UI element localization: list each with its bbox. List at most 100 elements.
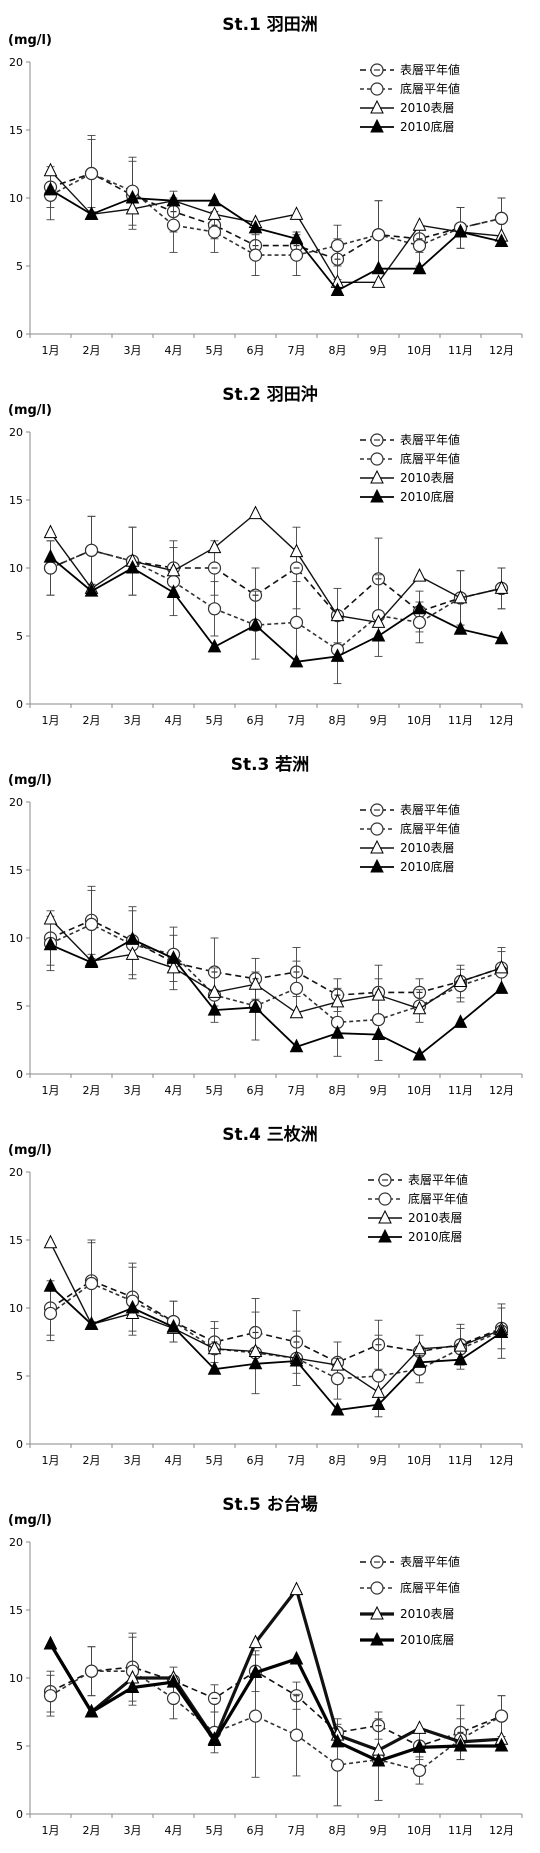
marker-circle	[371, 228, 386, 242]
marker-triangle-filled	[207, 1001, 222, 1016]
legend-label: 2010表層	[400, 1607, 455, 1621]
x-tick-label: 7月	[288, 1454, 306, 1467]
legend-label: 底層平年値	[408, 1191, 468, 1206]
x-tick-label: 8月	[329, 1454, 347, 1467]
series-4	[43, 931, 509, 1061]
marker-triangle-filled	[370, 488, 384, 503]
legend-label: 表層平年値	[400, 802, 460, 817]
marker-triangle-open	[494, 580, 509, 594]
marker-triangle-open	[453, 1337, 468, 1352]
legend-label: 底層平年値	[400, 821, 460, 836]
series-4	[43, 1278, 509, 1416]
x-tick-label: 12月	[489, 1454, 514, 1467]
marker-circle	[166, 218, 181, 232]
chart-3: St.3 若洲 (mg/l) 0 5 10 15 20 1月 2月 3月 4月 5月 6月 7月 8月 9月 1…	[8, 754, 523, 1097]
x-tick-label: 1月	[42, 714, 60, 727]
marker-triangle-filled	[84, 1703, 99, 1718]
marker-triangle-open	[248, 505, 263, 520]
x-tick-label: 1月	[42, 1454, 60, 1467]
marker-triangle-open	[166, 959, 181, 974]
legend-label: 2010底層	[408, 1229, 463, 1244]
legend-label: 2010表層	[400, 101, 455, 115]
x-tick-label: 7月	[288, 1084, 306, 1097]
marker-circle	[84, 1664, 99, 1678]
marker-triangle-open	[43, 1234, 58, 1249]
series-2	[43, 1636, 509, 1807]
x-tick-label: 4月	[165, 344, 183, 357]
x-tick-label: 12月	[489, 344, 514, 357]
series-line	[49, 1285, 502, 1411]
marker-circle	[289, 248, 304, 262]
x-tick-label: 3月	[124, 344, 142, 357]
marker-triangle-open	[412, 568, 427, 582]
marker-triangle-filled	[453, 1014, 468, 1028]
marker-circle	[378, 1192, 392, 1206]
marker-triangle-open	[289, 206, 304, 220]
y-tick-label: 0	[16, 698, 23, 711]
marker-triangle-filled	[43, 181, 58, 196]
legend-label: 表層平年値	[408, 1172, 468, 1187]
marker-triangle-filled	[330, 282, 345, 296]
y-tick-label: 5	[16, 630, 23, 643]
y-tick-label: 15	[9, 1604, 23, 1617]
marker-triangle-filled	[494, 630, 509, 645]
marker-triangle-open	[43, 524, 58, 539]
series-line	[49, 1586, 502, 1752]
marker-triangle-filled	[248, 1664, 263, 1679]
x-tick-label: 8月	[329, 1824, 347, 1837]
marker-circle	[412, 239, 427, 253]
marker-triangle-filled	[125, 931, 140, 945]
marker-triangle-open	[330, 993, 345, 1008]
series-line	[50, 172, 502, 256]
marker-triangle-open	[370, 839, 384, 854]
marker-triangle-open	[412, 217, 427, 231]
marker-triangle-filled	[207, 1361, 222, 1375]
y-tick-label: 15	[9, 124, 23, 137]
legend-label: 2010表層	[408, 1211, 463, 1225]
x-tick-label: 5月	[206, 1084, 224, 1097]
legend-label: 底層平年値	[400, 451, 460, 466]
marker-circle	[166, 1691, 181, 1705]
x-tick-label: 9月	[370, 1454, 388, 1467]
marker-circle	[412, 1763, 427, 1778]
legend-label: 表層平年値	[400, 62, 460, 77]
marker-triangle-open	[412, 1000, 427, 1015]
marker-triangle-filled	[412, 1046, 427, 1061]
marker-triangle-open	[378, 1209, 392, 1224]
series-line	[50, 938, 503, 1057]
marker-triangle-filled	[330, 1025, 345, 1039]
marker-triangle-open	[289, 543, 304, 558]
y-tick-label: 15	[9, 1234, 23, 1247]
series-line	[49, 1643, 502, 1763]
legend-label: 表層平年値	[400, 432, 460, 447]
chart-title: St.5 お台場	[222, 1494, 318, 1515]
marker-triangle-open	[453, 589, 468, 604]
y-tick-label: 10	[9, 192, 23, 205]
y-tick-label: 10	[9, 1672, 23, 1685]
x-tick-label: 4月	[165, 1454, 183, 1467]
marker-triangle-open	[330, 1357, 345, 1371]
y-tick-label: 20	[9, 426, 23, 439]
series-4	[43, 181, 509, 296]
marker-circle	[84, 917, 99, 931]
marker-triangle-filled	[453, 1737, 468, 1752]
marker-circle	[43, 1306, 58, 1321]
x-tick-label: 2月	[83, 1824, 101, 1837]
marker-triangle-filled	[289, 1038, 304, 1053]
x-tick-label: 7月	[288, 344, 306, 357]
marker-triangle-filled	[289, 1352, 304, 1367]
marker-circle	[330, 1758, 345, 1772]
x-tick-label: 8月	[329, 1084, 347, 1097]
marker-circle	[370, 1581, 384, 1595]
x-tick-label: 3月	[124, 714, 142, 727]
marker-circle	[370, 822, 384, 836]
marker-triangle-filled	[370, 1631, 384, 1646]
marker-triangle-open	[330, 607, 345, 622]
marker-triangle-filled	[371, 1752, 386, 1767]
series-2	[43, 1242, 509, 1418]
marker-triangle-open	[125, 946, 140, 960]
marker-circle	[207, 225, 222, 239]
